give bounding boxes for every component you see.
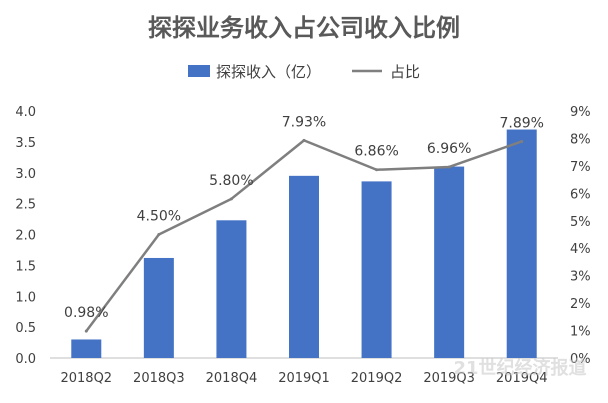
right-tick-label: 9%	[570, 105, 591, 120]
line-series	[84, 138, 524, 333]
line-point	[375, 168, 379, 172]
line-point	[157, 233, 161, 236]
line-point	[302, 138, 306, 142]
watermark: 21世纪经济报道	[453, 357, 586, 379]
bar	[71, 339, 102, 358]
legend-bar-label: 探探收入（亿）	[216, 63, 321, 81]
data-label: 6.96%	[427, 141, 471, 157]
bar	[216, 220, 247, 358]
data-labels: 0.98% 4.50% 5.80% 7.93% 6.86% 6.96% 7.89%	[64, 114, 544, 321]
bar	[289, 175, 319, 358]
left-tick-label: 1.0	[15, 290, 36, 305]
data-label: 6.86%	[354, 144, 398, 160]
data-label: 7.93%	[282, 114, 326, 130]
legend-bar-swatch	[188, 65, 210, 77]
data-label: 4.50%	[137, 209, 181, 225]
right-tick-label: 2%	[570, 297, 591, 312]
chart-title: 探探业务收入占公司收入比例	[148, 14, 460, 42]
data-label: 5.80%	[209, 173, 253, 189]
right-tick-label: 8%	[570, 132, 591, 147]
legend-line-label: 占比	[390, 63, 420, 81]
line-point	[447, 165, 451, 169]
left-tick-label: 1.5	[15, 259, 36, 274]
left-tick-label: 4.0	[15, 105, 36, 120]
right-tick-label: 0%	[570, 352, 591, 367]
left-axis: 0.0 0.5 1.0 1.5 2.0 2.5 3.0 3.5 4.0	[15, 105, 36, 367]
right-tick-label: 5%	[570, 215, 591, 230]
line-point	[520, 139, 524, 143]
category-label: 2019Q1	[278, 371, 330, 386]
right-tick-label: 7%	[570, 160, 591, 175]
bar-series	[71, 129, 537, 358]
line-point	[84, 329, 88, 333]
bar	[361, 181, 392, 358]
right-tick-label: 6%	[570, 187, 591, 202]
right-tick-label: 4%	[570, 242, 591, 257]
category-label: 2019Q3	[423, 371, 475, 386]
bar	[506, 129, 537, 358]
left-tick-label: 0.0	[15, 352, 36, 367]
right-tick-label: 1%	[570, 325, 591, 340]
right-tick-label: 3%	[570, 270, 591, 285]
data-label: 0.98%	[64, 305, 108, 321]
category-label: 2019Q2	[351, 371, 403, 386]
category-label: 2018Q2	[60, 371, 112, 386]
right-axis: 0% 1% 2% 3% 4% 5% 6% 7% 8% 9%	[570, 105, 591, 367]
left-tick-label: 3.5	[15, 136, 36, 151]
category-label: 2019Q4	[496, 371, 548, 386]
left-tick-label: 2.0	[15, 229, 36, 244]
line-point	[229, 197, 233, 201]
left-tick-label: 0.5	[15, 321, 36, 336]
legend: 探探收入（亿） 占比	[188, 63, 420, 81]
category-axis: 2018Q2 2018Q3 2018Q4 2019Q1 2019Q2 2019Q3 2019…	[60, 371, 547, 386]
bar	[434, 166, 465, 358]
left-tick-label: 3.0	[15, 167, 36, 182]
category-label: 2018Q3	[133, 371, 185, 386]
category-label: 2018Q4	[206, 371, 258, 386]
bar	[143, 257, 174, 358]
data-label: 7.89%	[499, 115, 543, 131]
left-tick-label: 2.5	[15, 198, 36, 213]
